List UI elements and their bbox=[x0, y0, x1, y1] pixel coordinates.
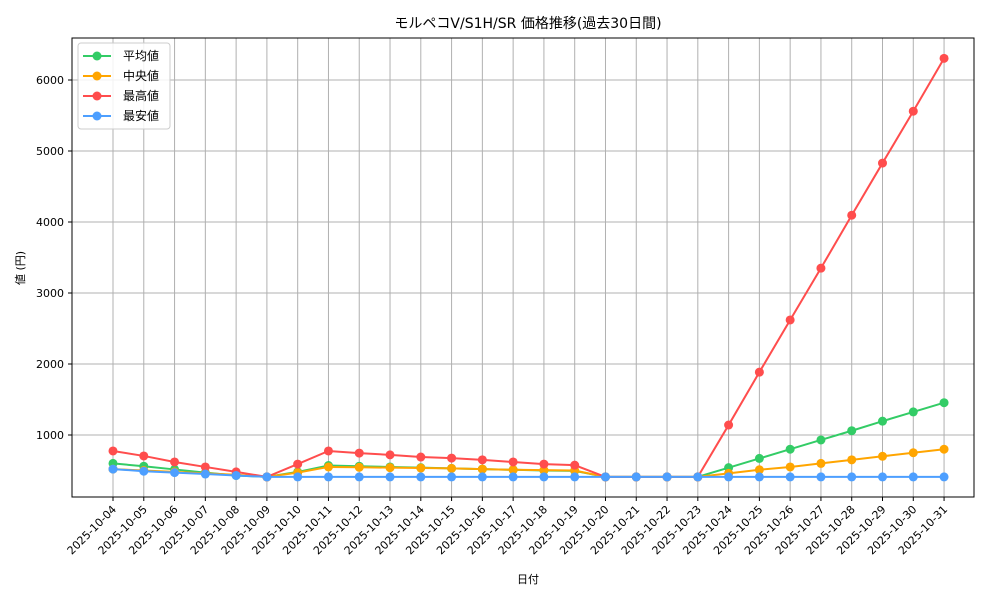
data-point bbox=[878, 451, 887, 461]
y-axis-ticks: 1000 2000 3000 4000 5000 6000 bbox=[36, 74, 72, 442]
data-point bbox=[816, 263, 826, 273]
data-point bbox=[508, 465, 518, 475]
data-point bbox=[724, 420, 734, 430]
data-point bbox=[139, 451, 149, 461]
data-point bbox=[293, 459, 303, 469]
grid-lines bbox=[72, 38, 974, 497]
data-point bbox=[539, 459, 549, 469]
data-point bbox=[878, 158, 887, 168]
data-point bbox=[939, 398, 949, 408]
y-tick-label: 1000 bbox=[36, 429, 64, 442]
data-point bbox=[908, 407, 918, 417]
y-tick-label: 6000 bbox=[36, 74, 64, 87]
data-point bbox=[170, 457, 180, 467]
data-point bbox=[385, 450, 395, 460]
data-point bbox=[262, 472, 272, 482]
series-line bbox=[112, 57, 945, 478]
data-point bbox=[662, 472, 672, 482]
data-point bbox=[878, 416, 887, 426]
data-point bbox=[477, 472, 487, 482]
data-point bbox=[477, 464, 487, 474]
data-point bbox=[754, 472, 764, 482]
data-point bbox=[847, 455, 857, 465]
data-point bbox=[570, 472, 580, 482]
data-point bbox=[570, 460, 580, 470]
legend-marker bbox=[92, 91, 102, 101]
data-point bbox=[416, 452, 426, 462]
y-tick-label: 2000 bbox=[36, 358, 64, 371]
data-point bbox=[508, 472, 518, 482]
data-point bbox=[908, 472, 918, 482]
data-point bbox=[939, 472, 949, 482]
data-point bbox=[908, 448, 918, 458]
data-point bbox=[108, 464, 118, 474]
data-point bbox=[354, 472, 364, 482]
data-point bbox=[754, 465, 764, 475]
data-point bbox=[323, 462, 333, 472]
legend-label: 最高値 bbox=[123, 88, 159, 103]
data-point bbox=[447, 472, 457, 482]
data-point bbox=[785, 444, 795, 454]
data-point bbox=[939, 444, 949, 454]
data-point bbox=[816, 458, 826, 468]
data-point bbox=[847, 426, 857, 436]
y-tick-label: 3000 bbox=[36, 287, 64, 300]
data-point bbox=[447, 463, 457, 473]
plot-frame bbox=[71, 37, 975, 498]
chart-title: モルペコV/S1H/SR 価格推移(過去30日間) bbox=[394, 16, 661, 32]
data-point bbox=[385, 472, 395, 482]
data-point bbox=[108, 446, 118, 456]
data-point bbox=[200, 462, 210, 472]
data-point bbox=[200, 469, 210, 479]
data-point bbox=[631, 472, 641, 482]
y-axis-label: 値 (円) bbox=[14, 251, 27, 285]
data-point bbox=[754, 453, 764, 463]
data-point bbox=[693, 472, 703, 482]
data-point bbox=[816, 472, 826, 482]
series-lines bbox=[108, 53, 949, 482]
data-point bbox=[231, 470, 241, 480]
data-point bbox=[170, 468, 180, 478]
legend-label: 最安値 bbox=[123, 108, 159, 123]
legend-marker bbox=[92, 71, 102, 81]
data-point bbox=[385, 463, 395, 473]
data-point bbox=[323, 446, 333, 456]
data-point bbox=[293, 472, 303, 482]
series-line bbox=[112, 468, 945, 478]
y-tick-label: 5000 bbox=[36, 145, 64, 158]
x-axis-label: 日付 bbox=[517, 573, 539, 586]
data-point bbox=[724, 472, 734, 482]
legend-label: 中央値 bbox=[123, 68, 159, 83]
data-point bbox=[600, 472, 610, 482]
legend-box bbox=[77, 42, 171, 130]
data-point bbox=[785, 462, 795, 472]
data-point bbox=[785, 315, 795, 325]
data-point bbox=[477, 455, 487, 465]
data-point bbox=[754, 367, 764, 377]
data-point bbox=[447, 453, 457, 463]
legend-marker bbox=[92, 111, 102, 121]
data-point bbox=[354, 448, 364, 458]
data-point bbox=[816, 435, 826, 445]
data-point bbox=[323, 472, 333, 482]
data-point bbox=[416, 472, 426, 482]
y-tick-label: 4000 bbox=[36, 216, 64, 229]
legend-label: 平均値 bbox=[123, 48, 159, 63]
data-point bbox=[139, 466, 149, 476]
data-point bbox=[908, 106, 918, 116]
data-point bbox=[878, 472, 887, 482]
data-point bbox=[508, 457, 518, 467]
data-point bbox=[416, 463, 426, 473]
data-point bbox=[847, 210, 857, 220]
data-point bbox=[785, 472, 795, 482]
data-point bbox=[939, 53, 949, 63]
legend-marker bbox=[92, 51, 102, 61]
data-point bbox=[539, 472, 549, 482]
data-point bbox=[354, 462, 364, 472]
x-axis-ticks: 2025-10-042025-10-052025-10-062025-10-07… bbox=[65, 497, 950, 557]
data-point bbox=[847, 472, 857, 482]
